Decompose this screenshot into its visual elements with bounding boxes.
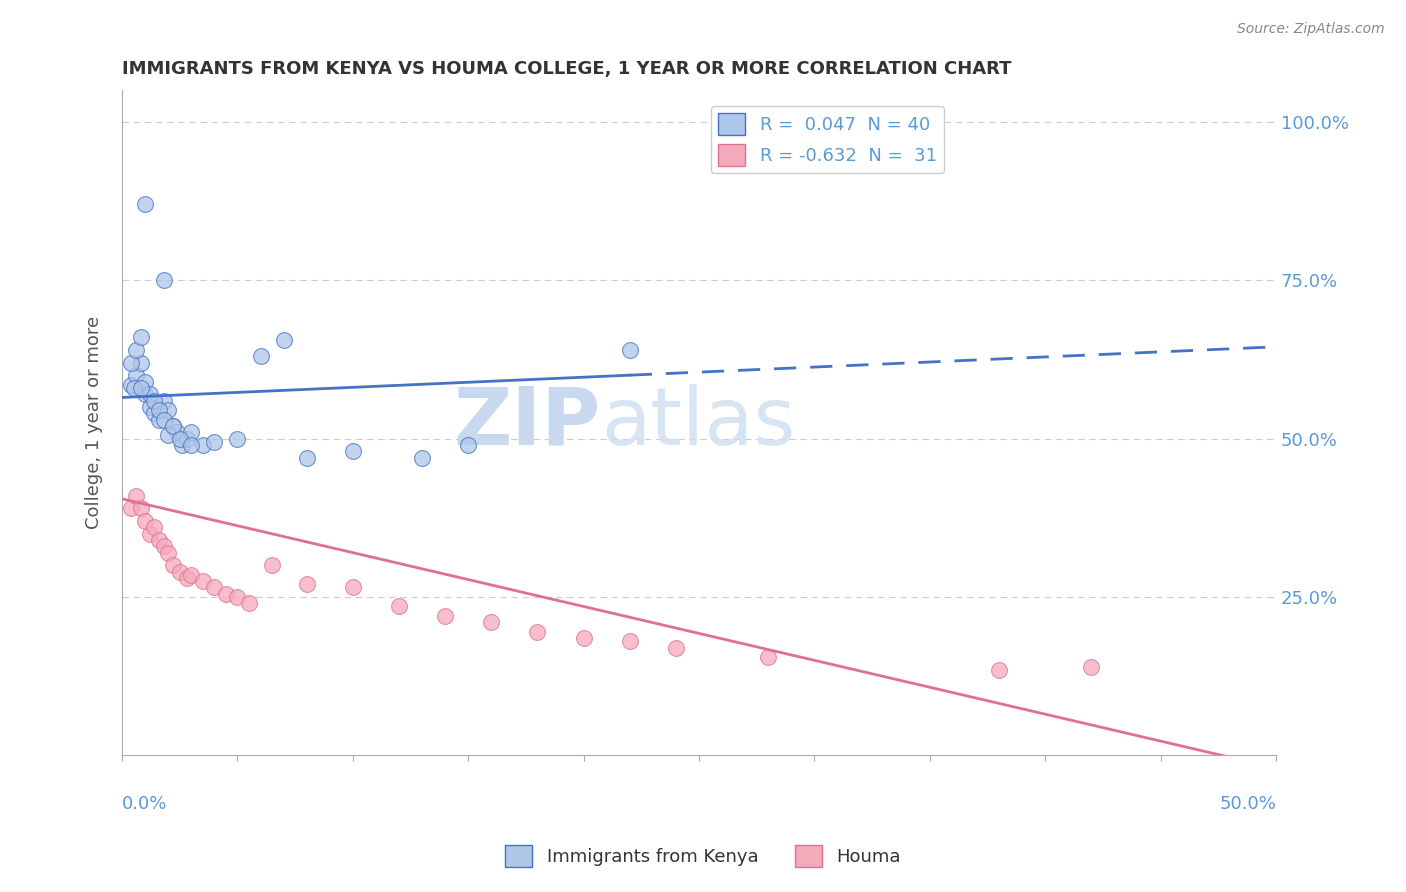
Point — [157, 428, 180, 442]
Point — [134, 197, 156, 211]
Point — [249, 349, 271, 363]
Point — [120, 501, 142, 516]
Point — [295, 450, 318, 465]
Legend: Immigrants from Kenya, Houma: Immigrants from Kenya, Houma — [498, 838, 908, 874]
Point — [120, 356, 142, 370]
Point — [342, 581, 364, 595]
Point — [170, 438, 193, 452]
Point — [215, 587, 238, 601]
Point — [169, 432, 191, 446]
Point — [260, 558, 283, 573]
Point — [191, 438, 214, 452]
Point — [479, 615, 502, 630]
Point — [120, 377, 142, 392]
Point — [166, 425, 188, 440]
Point — [143, 393, 166, 408]
Point — [139, 400, 162, 414]
Point — [122, 381, 145, 395]
Point — [388, 599, 411, 614]
Point — [125, 368, 148, 383]
Point — [152, 393, 174, 408]
Point — [143, 406, 166, 420]
Point — [202, 581, 225, 595]
Text: atlas: atlas — [600, 384, 796, 462]
Text: IMMIGRANTS FROM KENYA VS HOUMA COLLEGE, 1 YEAR OR MORE CORRELATION CHART: IMMIGRANTS FROM KENYA VS HOUMA COLLEGE, … — [122, 60, 1011, 78]
Point — [756, 650, 779, 665]
Point — [342, 444, 364, 458]
Point — [457, 438, 479, 452]
Point — [143, 520, 166, 534]
Point — [125, 489, 148, 503]
Point — [134, 375, 156, 389]
Text: ZIP: ZIP — [454, 384, 600, 462]
Point — [191, 574, 214, 589]
Text: Source: ZipAtlas.com: Source: ZipAtlas.com — [1237, 22, 1385, 37]
Legend: R =  0.047  N = 40, R = -0.632  N =  31: R = 0.047 N = 40, R = -0.632 N = 31 — [711, 106, 943, 173]
Point — [152, 412, 174, 426]
Point — [295, 577, 318, 591]
Point — [129, 356, 152, 370]
Point — [162, 419, 184, 434]
Point — [169, 565, 191, 579]
Point — [411, 450, 433, 465]
Point — [180, 425, 202, 440]
Point — [134, 514, 156, 528]
Point — [152, 273, 174, 287]
Point — [180, 438, 202, 452]
Point — [180, 567, 202, 582]
Point — [665, 640, 688, 655]
Point — [162, 558, 184, 573]
Point — [1080, 659, 1102, 673]
Point — [129, 381, 152, 395]
Point — [129, 330, 152, 344]
Point — [125, 343, 148, 357]
Point — [148, 412, 170, 426]
Point — [988, 663, 1011, 677]
Point — [619, 343, 641, 357]
Point — [139, 526, 162, 541]
Point — [148, 403, 170, 417]
Point — [572, 631, 595, 645]
Point — [226, 590, 249, 604]
Point — [226, 432, 249, 446]
Point — [434, 609, 457, 624]
Point — [526, 624, 548, 639]
Text: 50.0%: 50.0% — [1219, 796, 1277, 814]
Point — [152, 539, 174, 553]
Point — [148, 533, 170, 547]
Point — [273, 334, 295, 348]
Point — [176, 432, 198, 446]
Point — [134, 387, 156, 401]
Point — [238, 596, 260, 610]
Point — [157, 403, 180, 417]
Text: 0.0%: 0.0% — [122, 796, 167, 814]
Point — [162, 419, 184, 434]
Point — [202, 434, 225, 449]
Point — [619, 634, 641, 648]
Point — [139, 387, 162, 401]
Point — [129, 501, 152, 516]
Point — [176, 571, 198, 585]
Y-axis label: College, 1 year or more: College, 1 year or more — [86, 317, 103, 529]
Point — [157, 546, 180, 560]
